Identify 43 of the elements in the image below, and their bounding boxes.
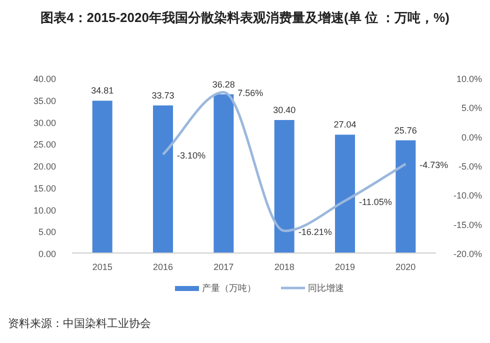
bar <box>92 100 112 253</box>
data-label: 7.56% <box>238 88 264 98</box>
x-tick-label: 2020 <box>396 262 416 272</box>
x-tick-label: 2019 <box>334 262 356 272</box>
y-tick-label: 0.00 <box>38 249 56 259</box>
y2-tick-label: 5.0% <box>461 103 482 114</box>
data-label: -16.21% <box>298 226 332 237</box>
x-tick-label: 2017 <box>214 262 234 272</box>
y-tick-label: 25.00 <box>33 140 56 150</box>
chart-title: 图表4：2015-2020年我国分散染料表观消费量及增速(单 位 ：万吨，%) <box>40 10 450 25</box>
y2-tick-label: -15.0% <box>453 220 482 230</box>
data-label: -4.73% <box>420 160 448 170</box>
y-tick-label: 20.00 <box>33 162 56 172</box>
x-tick-label: 2016 <box>152 262 174 272</box>
data-label: -11.05% <box>359 196 392 207</box>
x-tick-label: 2015 <box>92 262 112 272</box>
data-label: 30.40 <box>273 105 296 115</box>
text: 资料来源：中国染料工业协会 <box>8 317 151 330</box>
bar <box>396 140 416 253</box>
data-label: 25.76 <box>394 125 417 136</box>
y-tick-label: 35.00 <box>33 96 56 106</box>
y2-tick-label: -5.0% <box>458 162 482 172</box>
data-label: 27.04 <box>334 120 356 130</box>
bar <box>214 94 234 253</box>
y-tick-label: 40.00 <box>33 74 56 84</box>
y-tick-label: 15.00 <box>33 183 56 194</box>
bar <box>153 105 173 253</box>
bar <box>274 120 294 253</box>
y-tick-label: 30.00 <box>33 118 56 128</box>
data-label: 34.81 <box>91 86 114 96</box>
data-label: 36.28 <box>212 79 235 90</box>
y2-tick-label: 0.0% <box>461 132 482 142</box>
y-tick-label: 5.00 <box>38 227 56 238</box>
y2-tick-label: -10.0% <box>453 190 482 201</box>
y-tick-label: 10.00 <box>33 205 56 216</box>
bar <box>335 134 355 253</box>
legend-label: 产量（万吨） <box>202 283 256 293</box>
x-tick-label: 2018 <box>274 262 294 272</box>
y2-tick-label: -20.0% <box>453 249 482 259</box>
legend-label: 同比增速 <box>308 283 344 293</box>
data-label: 33.73 <box>152 90 174 100</box>
y2-tick-label: 10.0% <box>456 74 482 84</box>
data-label: -3.10% <box>177 150 206 160</box>
